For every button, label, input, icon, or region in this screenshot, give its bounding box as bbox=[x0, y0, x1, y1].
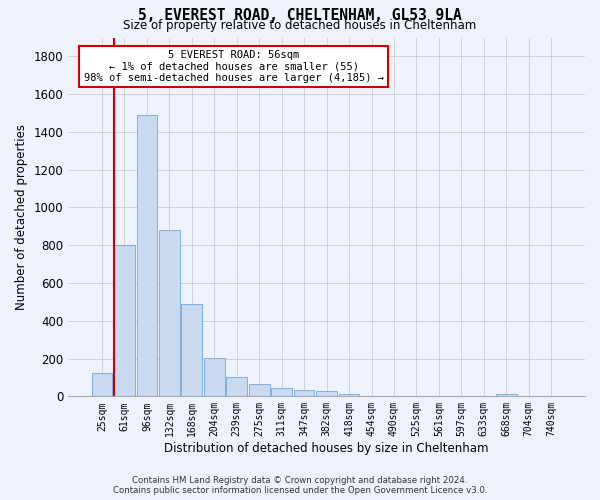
Text: Contains HM Land Registry data © Crown copyright and database right 2024.
Contai: Contains HM Land Registry data © Crown c… bbox=[113, 476, 487, 495]
Bar bbox=[226, 376, 247, 396]
Bar bbox=[294, 390, 314, 396]
Text: Size of property relative to detached houses in Cheltenham: Size of property relative to detached ho… bbox=[124, 18, 476, 32]
Text: 5, EVEREST ROAD, CHELTENHAM, GL53 9LA: 5, EVEREST ROAD, CHELTENHAM, GL53 9LA bbox=[138, 8, 462, 22]
Y-axis label: Number of detached properties: Number of detached properties bbox=[15, 124, 28, 310]
Bar bbox=[181, 304, 202, 396]
Bar bbox=[159, 230, 179, 396]
Bar bbox=[316, 391, 337, 396]
Bar bbox=[496, 394, 517, 396]
Bar bbox=[137, 115, 157, 396]
Bar bbox=[271, 388, 292, 396]
Bar bbox=[114, 245, 135, 396]
X-axis label: Distribution of detached houses by size in Cheltenham: Distribution of detached houses by size … bbox=[164, 442, 489, 455]
Bar bbox=[339, 394, 359, 396]
Text: 5 EVEREST ROAD: 56sqm
← 1% of detached houses are smaller (55)
98% of semi-detac: 5 EVEREST ROAD: 56sqm ← 1% of detached h… bbox=[83, 50, 383, 84]
Bar bbox=[92, 372, 112, 396]
Bar bbox=[204, 358, 224, 397]
Bar bbox=[249, 384, 269, 396]
